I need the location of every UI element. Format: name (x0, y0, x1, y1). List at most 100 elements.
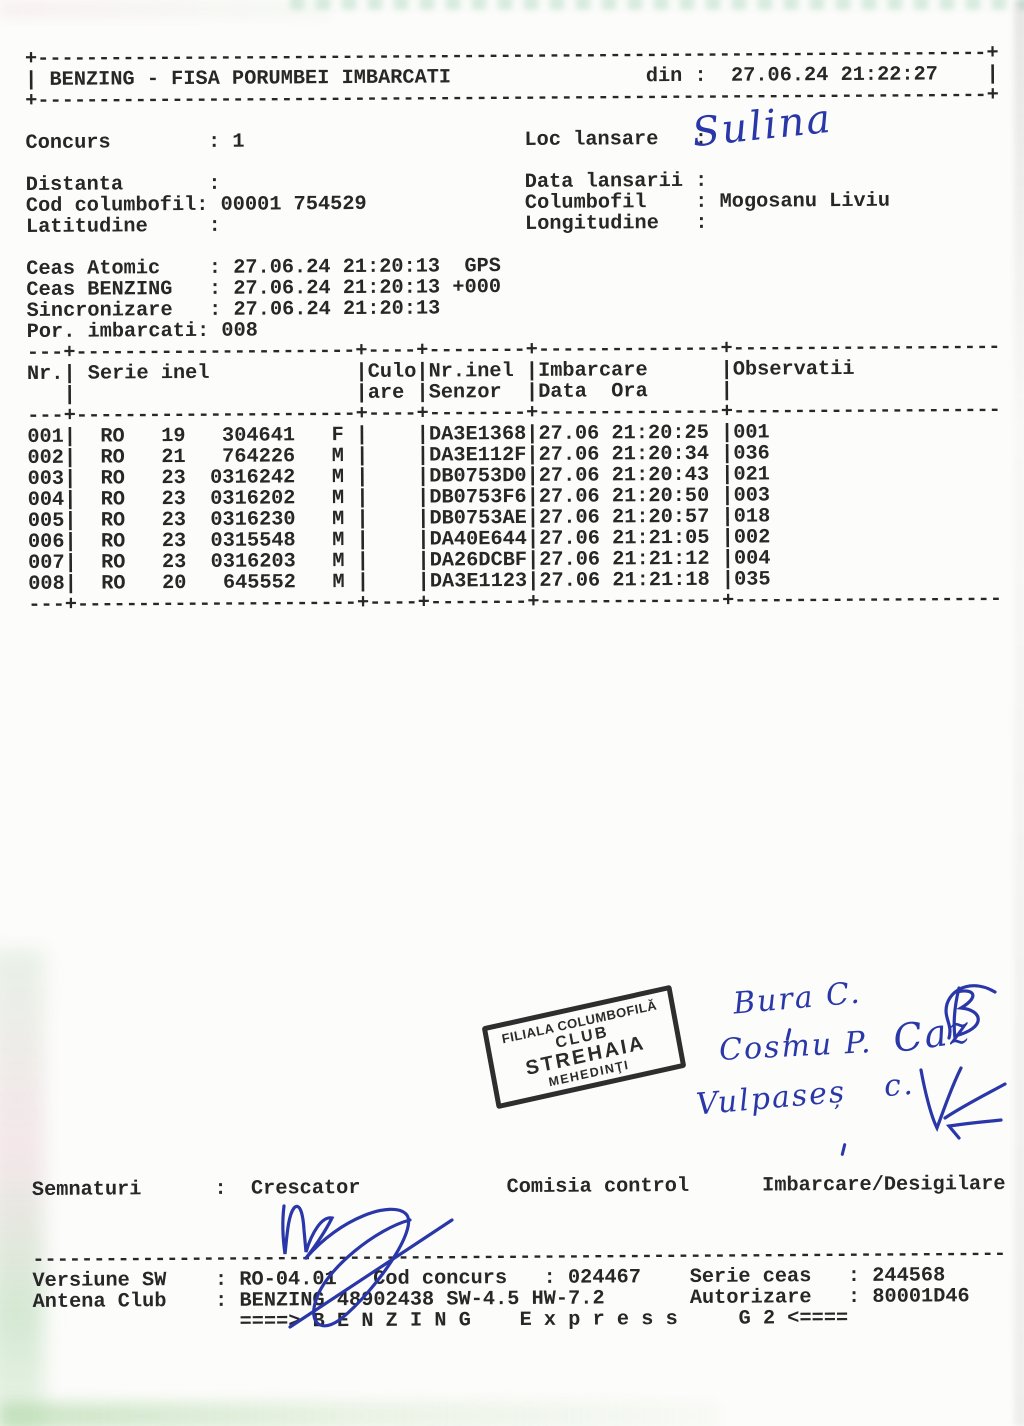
line-segment: 003 (734, 485, 771, 506)
line-segment: | (356, 509, 368, 530)
line-segment: 036 (733, 443, 770, 464)
line-segment: M (332, 488, 344, 509)
line-segment: Nr. (27, 364, 64, 385)
line-segment: RO (100, 447, 124, 468)
line-segment: | (526, 382, 538, 403)
line-segment: ---- (368, 404, 417, 425)
line-segment: 27.06.24 21:20:13 (233, 256, 440, 278)
line-segment: ----------------------- (77, 593, 357, 616)
line-segment: Concurs (25, 132, 110, 154)
line-segment: F (332, 425, 344, 446)
line-segment: 007 (28, 553, 65, 574)
line-segment: : (544, 1268, 556, 1289)
line-segment: Ora (611, 381, 648, 402)
line-segment: + (722, 591, 734, 612)
line-segment: | (417, 509, 429, 530)
line-segment: | (64, 427, 76, 448)
line-segment: Versiune SW (32, 1270, 166, 1292)
line-segment: | (356, 383, 368, 404)
line-segment: | (356, 488, 368, 509)
line-segment: | (721, 486, 733, 507)
line-segment: <==== (787, 1308, 848, 1329)
line-segment: 0316230 (210, 509, 295, 531)
line-segment: | (526, 466, 538, 487)
line-segment: | (721, 507, 733, 528)
line-segment: DA3E112F (429, 445, 527, 467)
line-segment: M (332, 509, 344, 530)
line-segment: Data lansarii (525, 171, 683, 193)
line-segment: Autorizare (690, 1287, 812, 1309)
line-segment: Latitudine (26, 216, 148, 238)
line-segment: ----------------------------------------… (37, 85, 986, 112)
line-segment: 27.06 (539, 465, 600, 486)
line-segment: | (721, 444, 733, 465)
line-segment: : (848, 1287, 860, 1308)
line-segment: + (526, 403, 538, 424)
line-segment: 0316242 (210, 467, 295, 489)
line-segment: --- (28, 595, 65, 616)
line-segment: + (417, 404, 429, 425)
line-segment: DA40E644 (430, 529, 528, 551)
line-segment: 1 (232, 132, 244, 153)
line-segment: 23 (161, 468, 185, 489)
line-segment: | (357, 551, 369, 572)
line-segment: Observatii (733, 359, 855, 381)
line-segment: RO (100, 426, 124, 447)
line-segment: + (416, 341, 428, 362)
line-segment: 19 (161, 426, 185, 447)
line-segment: + (720, 339, 732, 360)
handwritten-initial-3: c. (883, 1067, 916, 1105)
line-segment: ---------------------- (733, 400, 1001, 423)
line-segment: 764226 (222, 446, 295, 467)
line-segment: Senzor (429, 382, 502, 403)
line-segment: RO (101, 489, 125, 510)
line-segment: 21:21:12 (612, 549, 710, 571)
line-segment: RO (101, 510, 125, 531)
line-segment: : (215, 1291, 227, 1312)
line-segment: --------------- (538, 402, 721, 424)
line-segment: --- (27, 406, 64, 427)
line-segment: 23 (162, 552, 186, 573)
line-segment: Columbofil (525, 192, 647, 214)
line-segment: : (695, 213, 707, 234)
line-segment: : (208, 174, 220, 195)
printed-document: +---------------------------------------… (0, 0, 1024, 1426)
line-segment: 024467 (568, 1267, 641, 1288)
line-segment: Antena Club (33, 1291, 167, 1313)
line-segment: : (848, 1266, 860, 1287)
line-segment: DB0753F6 (429, 487, 527, 509)
line-segment: M (332, 572, 344, 593)
line-segment: M (332, 551, 344, 572)
line-segment: : (209, 279, 221, 300)
line-segment: Imbarcare/Desigilare (762, 1174, 1006, 1196)
line-segment: Imbarcare (538, 360, 648, 382)
line-segment: din : (646, 66, 707, 87)
line-segment: ----------------------- (76, 404, 356, 427)
line-segment: | (721, 465, 733, 486)
line-segment: 20 (162, 573, 186, 594)
line-segment: ----------------------- (75, 341, 355, 364)
line-segment: | (417, 446, 429, 467)
line-segment: 002 (27, 448, 64, 469)
line-segment: 21:20:50 (612, 486, 710, 508)
line-segment: Data (538, 382, 587, 403)
line-segment: -------- (429, 403, 527, 425)
line-segment: | (722, 528, 734, 549)
line-segment: : (214, 1179, 226, 1200)
line-segment: 27.06.24 21:22:27 (731, 64, 938, 86)
line-segment: | (65, 574, 77, 595)
line-segment: 21:20:34 (612, 444, 710, 466)
line-segment: + (418, 593, 430, 614)
line-segment: Culo (368, 362, 417, 383)
line-segment: | (64, 469, 76, 490)
line-segment: 21:20:57 (612, 507, 710, 529)
line-segment: 27.06 (539, 486, 600, 507)
line-segment: + (527, 592, 539, 613)
line-segment: --------------- (539, 591, 722, 613)
line-segment: | (25, 70, 37, 91)
line-segment: : (209, 216, 221, 237)
line-segment: 004 (734, 548, 771, 569)
line-segment: 21:20:43 (612, 465, 710, 487)
line-segment: | (416, 362, 428, 383)
line-segment: 0316203 (211, 551, 296, 573)
